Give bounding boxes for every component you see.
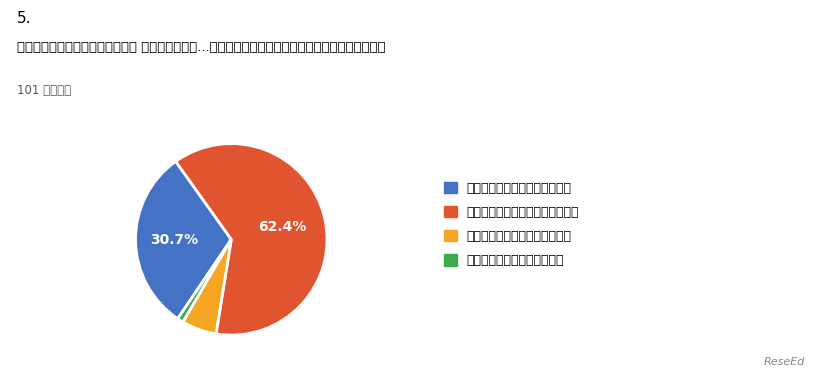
Legend: 大きな課題があると感じている, ある程度課題があると感じている, あまり課題がないと感じている, 全く課題がないと感じている: 大きな課題があると感じている, ある程度課題があると感じている, あまり課題がな…: [444, 181, 579, 267]
Wedge shape: [176, 144, 327, 335]
Text: 5.: 5.: [17, 11, 31, 26]
Text: 不登校児童生徒への対応について 現在の学校教育...への対応について課題があると感じていますか？: 不登校児童生徒への対応について 現在の学校教育...への対応について課題があると…: [17, 41, 385, 54]
Wedge shape: [135, 162, 231, 319]
Text: 62.4%: 62.4%: [259, 220, 306, 234]
Text: 30.7%: 30.7%: [150, 233, 198, 247]
Wedge shape: [183, 239, 231, 334]
Text: 101 件の回答: 101 件の回答: [17, 84, 71, 97]
Wedge shape: [178, 239, 231, 322]
Text: ReseEd: ReseEd: [764, 356, 805, 367]
